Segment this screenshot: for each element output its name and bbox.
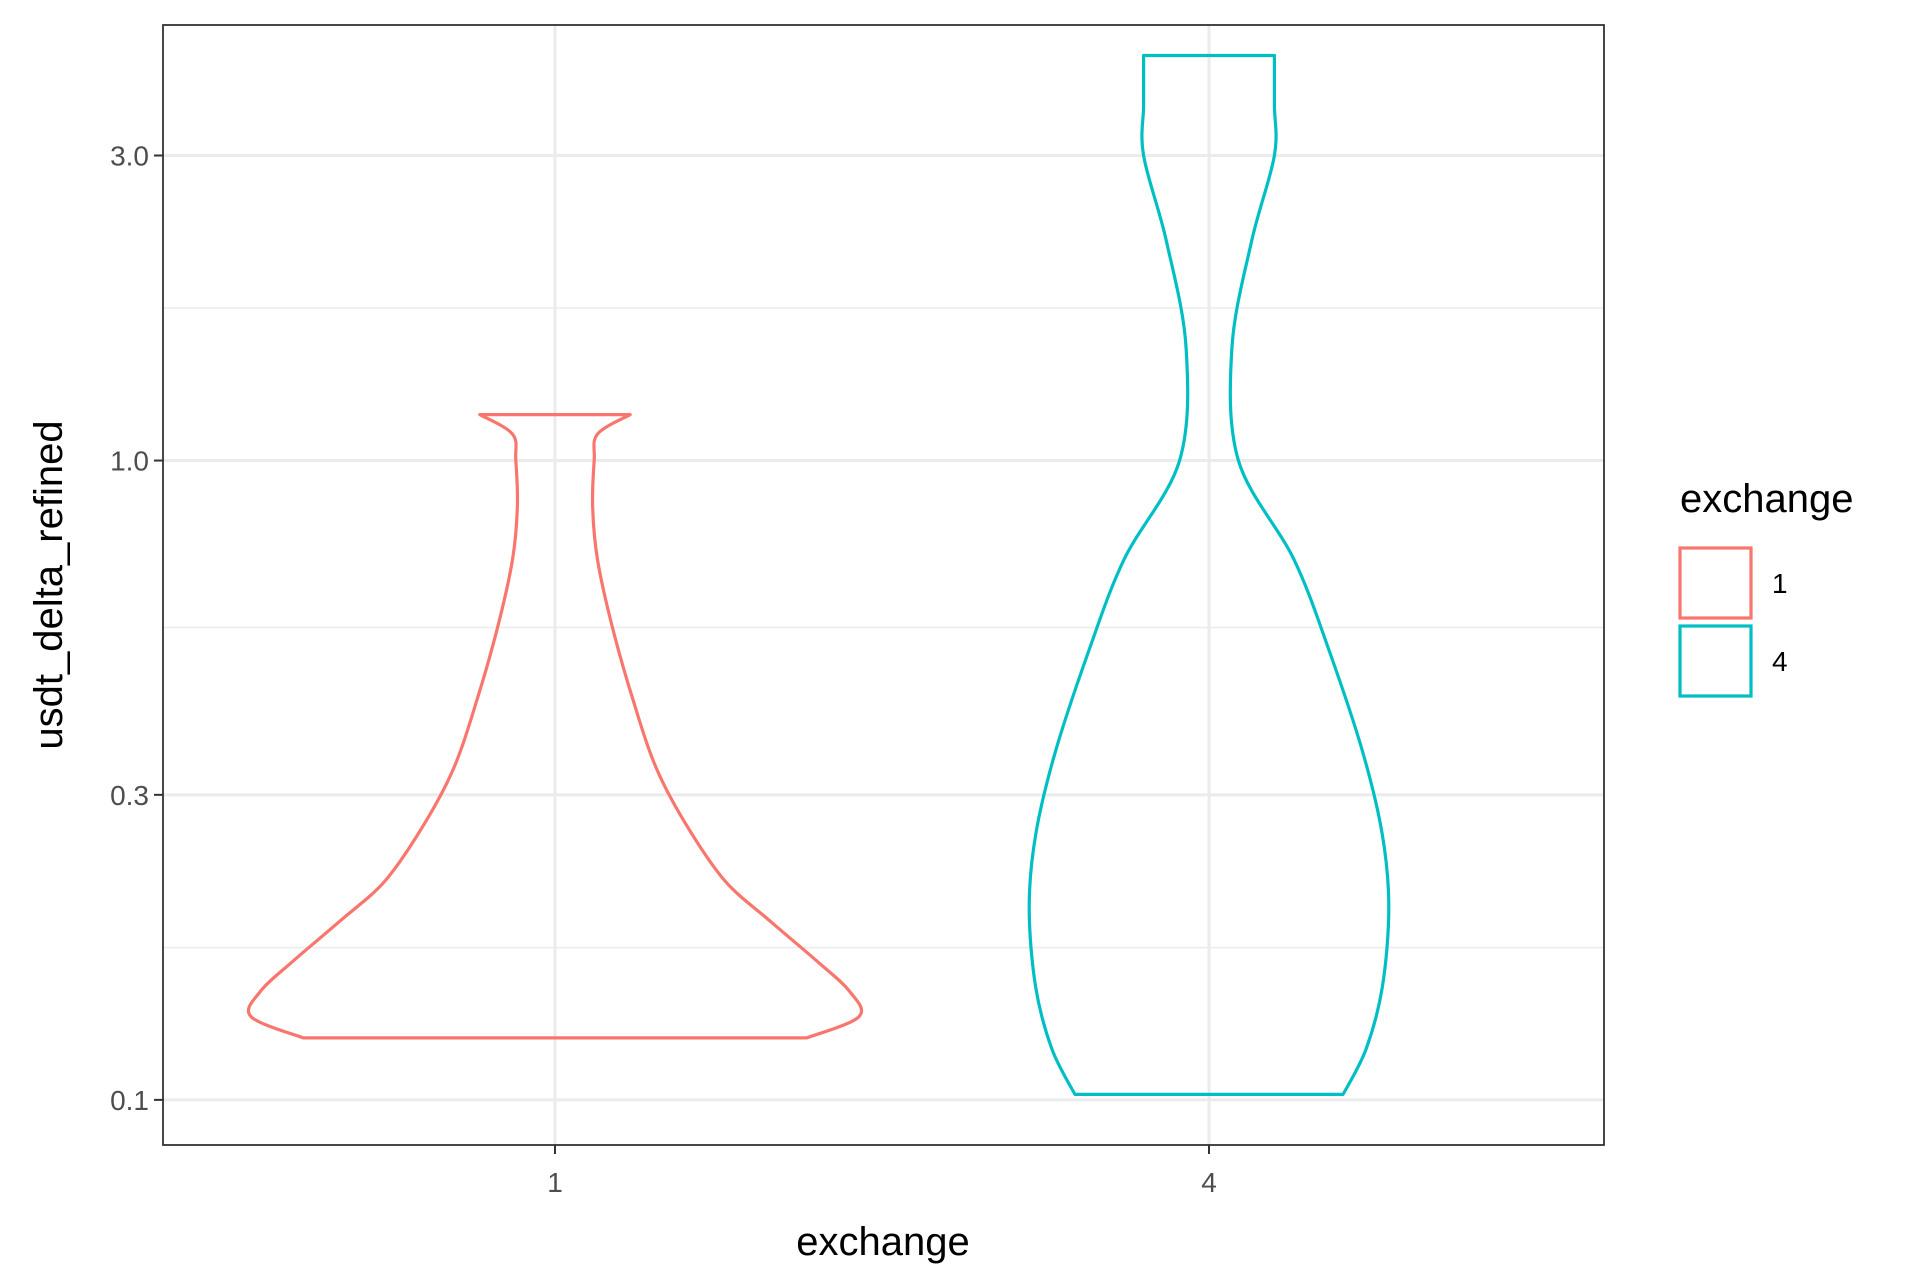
y-axis-title: usdt_delta_refined — [27, 420, 71, 749]
plot-panel-border — [162, 24, 1605, 1146]
minor-gridlines — [163, 307, 1604, 949]
legend: exchange 1 4 — [1678, 477, 1853, 698]
y-tick-label: 0.3 — [110, 780, 149, 811]
violin-1 — [246, 413, 864, 1040]
y-tick-label: 3.0 — [110, 141, 149, 172]
legend-key-4 — [1678, 624, 1753, 698]
x-tick-label: 4 — [1201, 1167, 1217, 1198]
y-axis: 0.1 0.3 1.0 3.0 — [110, 141, 163, 1116]
x-axis-title: exchange — [796, 1220, 969, 1264]
legend-label: 1 — [1772, 568, 1788, 599]
y-tick-label: 0.1 — [110, 1085, 149, 1116]
legend-title: exchange — [1680, 477, 1853, 521]
plot-panel — [163, 25, 1604, 1145]
violin-4 — [1027, 53, 1391, 1096]
violins — [246, 53, 1391, 1096]
legend-key-1 — [1678, 546, 1753, 620]
major-gridlines — [163, 25, 1604, 1145]
legend-label: 4 — [1772, 646, 1788, 677]
x-tick-label: 1 — [547, 1167, 563, 1198]
y-tick-label: 1.0 — [110, 446, 149, 477]
